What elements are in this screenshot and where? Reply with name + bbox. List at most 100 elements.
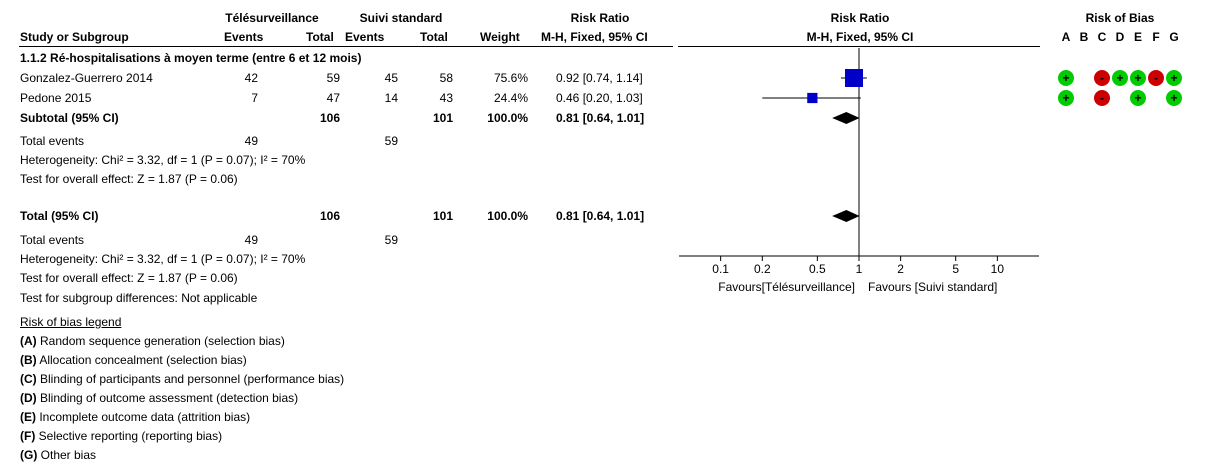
rob-legend-text: Other bias [37,448,97,462]
rob-letter-g: G [1169,30,1179,44]
rob-low-dot [1058,70,1074,86]
subgroup-total-events-ctrl: 59 [384,134,398,148]
x-tick-label: 5 [952,262,959,276]
rob-legend-item: (F) Selective reporting (reporting bias) [20,429,222,443]
header-rule-plot [678,46,1040,47]
total-exp-total: 106 [319,209,340,223]
pooled-diamond [832,112,860,124]
rob-legend-text: Selective reporting (reporting bias) [35,429,223,443]
rob-legend-item: (G) Other bias [20,448,96,462]
rob-letter-d: D [1115,30,1125,44]
rob-legend-letter: (G) [20,448,38,462]
study-exp-total: 47 [326,91,340,105]
x-tick-label: 1 [856,262,863,276]
rob-high-dot [1094,90,1110,106]
total-events-label: Total events [20,233,85,247]
rob-high-dot [1094,70,1110,86]
rob-header: Risk of Bias [1085,11,1155,25]
study-ci: 0.46 [0.20, 1.03] [556,91,643,105]
x-tick-label: 0.5 [809,262,826,276]
risk-ratio-header: Risk Ratio [570,11,630,25]
rob-legend-item: (A) Random sequence generation (selectio… [20,334,285,348]
total-events-exp: 49 [244,233,258,247]
rob-dot-symbol: + [1116,71,1123,85]
total-ci: 0.81 [0.64, 1.01] [556,209,645,223]
rob-legend-item: (E) Incomplete outcome data (attrition b… [20,410,250,424]
rob-letter-f: F [1152,30,1160,44]
study-ctrl-total: 58 [439,71,453,85]
subgroup-total-events-label: Total events [20,134,85,148]
method-header: M-H, Fixed, 95% CI [541,30,648,44]
group-ctrl-header: Suivi standard [359,11,443,25]
subgroup-differences: Test for subgroup differences: Not appli… [20,291,258,305]
total-heterogeneity: Heterogeneity: Chi² = 3.32, df = 1 (P = … [20,252,306,266]
rob-dot-symbol: + [1134,91,1141,105]
rob-legend-text: Incomplete outcome data (attrition bias) [36,410,251,424]
rob-legend-text: Blinding of participants and personnel (… [36,372,345,386]
study-weight: 24.4% [493,91,528,105]
rob-legend-title: Risk of bias legend [20,315,122,329]
total-overall-effect: Test for overall effect: Z = 1.87 (P = 0… [20,271,238,285]
rob-dot-symbol: - [1154,71,1158,85]
study-name: Pedone 2015 [20,91,92,105]
plot-method-header: M-H, Fixed, 95% CI [806,30,914,44]
rob-dot-symbol: + [1062,71,1069,85]
rob-legend-letter: (E) [20,410,36,424]
study-ctrl-events: 45 [384,71,398,85]
total-events-ctrl: 59 [384,233,398,247]
study-square [844,69,863,87]
rob-legend-text: Blinding of outcome assessment (detectio… [36,391,299,405]
subgroup-heterogeneity: Heterogeneity: Chi² = 3.32, df = 1 (P = … [20,153,306,167]
ctrl-events-header: Events [345,30,385,44]
rob-letter-a: A [1061,30,1071,44]
rob-legend-text: Random sequence generation (selection bi… [36,334,285,348]
total-weight: 100.0% [487,209,528,223]
subgroup-title: 1.1.2 Ré-hospitalisations à moyen terme … [20,51,362,65]
study-name: Gonzalez-Guerrero 2014 [20,71,153,85]
x-tick-label: 10 [991,262,1005,276]
x-tick-label: 2 [897,262,904,276]
rob-legend-letter: (F) [20,429,36,443]
favours-right-label: Favours [Suivi standard] [868,280,997,294]
rob-low-dot [1166,90,1182,106]
rob-low-dot [1166,70,1182,86]
rob-letter-b: B [1079,30,1089,44]
plot-header: Risk Ratio [830,11,890,25]
rob-legend-item: (D) Blinding of outcome assessment (dete… [20,391,298,405]
rob-legend-letter: (D) [20,391,37,405]
rob-letter-e: E [1133,30,1142,44]
x-tick-label: 0.2 [754,262,771,276]
study-exp-events: 7 [251,91,258,105]
subtotal-weight: 100.0% [487,111,528,125]
rob-legend-letter: (A) [20,334,37,348]
total-label: Total (95% CI) [20,209,99,223]
study-ci: 0.92 [0.74, 1.14] [556,71,643,85]
rob-dot-symbol: + [1134,71,1141,85]
exp-events-header: Events [224,30,264,44]
rob-low-dot [1058,90,1074,106]
rob-high-dot [1148,70,1164,86]
rob-legend-letter: (B) [20,353,37,367]
rob-dot-symbol: + [1062,91,1069,105]
subgroup-total-events-exp: 49 [244,134,258,148]
rob-dot-symbol: - [1100,91,1104,105]
subtotal-exp-total: 106 [319,111,340,125]
pooled-diamond [832,210,860,222]
study-ctrl-total: 43 [439,91,453,105]
rob-low-dot [1130,90,1146,106]
header-rule [19,46,673,47]
subgroup-overall-effect: Test for overall effect: Z = 1.87 (P = 0… [20,172,238,186]
subtotal-ci: 0.81 [0.64, 1.01] [556,111,645,125]
subtotal-ctrl-total: 101 [432,111,453,125]
rob-legend-text: Allocation concealment (selection bias) [36,353,247,367]
study-exp-events: 42 [244,71,258,85]
rob-dot-symbol: - [1100,71,1104,85]
exp-total-header: Total [306,30,334,44]
favours-left-label: Favours[Télésurveillance] [718,280,855,294]
rob-dot-symbol: + [1170,71,1177,85]
ctrl-total-header: Total [420,30,448,44]
x-tick-label: 0.1 [712,262,729,276]
study-exp-total: 59 [326,71,340,85]
rob-legend-letter: (C) [20,372,37,386]
